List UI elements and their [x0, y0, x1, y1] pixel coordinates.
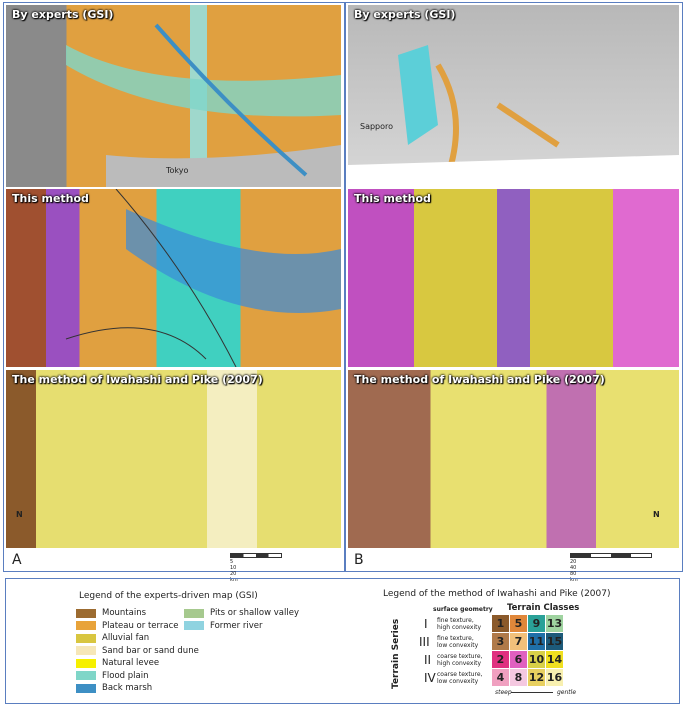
- series-desc: coarse texture,: [437, 653, 483, 660]
- scale-bar: 051020km: [230, 553, 290, 583]
- gentle-label: gentle: [557, 689, 577, 696]
- legend-box: Legend of the experts-driven map (GSI) L…: [5, 578, 680, 704]
- legend-item: Plateau or terrace: [76, 621, 178, 631]
- legend-label: Sand bar or sand dune: [102, 645, 199, 656]
- legend-item: Pits or shallow valley: [184, 608, 299, 618]
- legend-label: Back marsh: [102, 683, 153, 693]
- panel-letter: A: [12, 552, 22, 568]
- city-label: Sapporo: [360, 122, 394, 131]
- terrain-class: 16: [546, 669, 563, 686]
- legend-swatch: [76, 646, 96, 655]
- legend-label: Natural levee: [102, 658, 160, 668]
- scale-label: 20: [570, 559, 577, 565]
- series-desc: high convexity: [437, 624, 482, 631]
- map-panel: The method of Iwahashi and Pike (2007) N: [348, 370, 679, 548]
- legend-item: Flood plain: [76, 671, 148, 681]
- series-label: III: [419, 635, 430, 649]
- terrain-class: 15: [546, 633, 563, 650]
- legend-label: Pits or shallow valley: [210, 608, 299, 618]
- legend-swatch: [76, 658, 96, 668]
- north-arrow: N: [653, 510, 660, 519]
- scale-bar: 0204080km: [570, 553, 660, 583]
- panel-title: This method: [12, 192, 89, 205]
- legend-item: Mountains: [76, 608, 146, 618]
- classes-title: Terrain Classes: [507, 603, 580, 613]
- north-arrow: N: [16, 510, 23, 519]
- series-label: IV: [424, 671, 436, 685]
- legend-swatch: [76, 671, 96, 680]
- terrain-class: 7: [510, 633, 527, 650]
- series-desc: fine texture,: [437, 617, 474, 624]
- map-panel: By experts (GSI) Sapporo: [348, 5, 679, 187]
- map-panel: This method: [6, 189, 341, 367]
- legend-label: Plateau or terrace: [102, 620, 179, 631]
- scale-line: [230, 553, 282, 558]
- legend-label: Flood plain: [102, 670, 149, 681]
- terrain-class: 10: [528, 651, 545, 668]
- panel-title: By experts (GSI): [354, 8, 456, 21]
- panel-title: The method of Iwahashi and Pike (2007): [12, 373, 263, 386]
- scale-label: 10: [230, 565, 237, 571]
- legend-item: Former river: [184, 621, 262, 631]
- map-art: [65, 189, 341, 367]
- scale-label: km: [230, 577, 238, 583]
- legend-swatch: [76, 621, 96, 630]
- map-panel: The method of Iwahashi and Pike (2007) N: [6, 370, 341, 548]
- terrain-class: 9: [528, 615, 545, 632]
- series-desc: low convexity: [437, 642, 479, 649]
- legend-swatch: [76, 633, 96, 643]
- terrain-class: 11: [528, 633, 545, 650]
- map-panel: This method: [348, 189, 679, 367]
- series-title: Terrain Series: [391, 618, 401, 689]
- legend-title: Legend of the experts-driven map (GSI): [79, 591, 258, 601]
- terrain-class: 2: [492, 651, 509, 668]
- steep-label: steep: [495, 689, 512, 696]
- arrow-line: [511, 692, 553, 693]
- map-art: [66, 23, 341, 187]
- terrain-class: 6: [510, 651, 527, 668]
- series-desc: low convexity: [437, 678, 479, 685]
- terrain-class: 3: [492, 633, 509, 650]
- legend-swatch: [76, 608, 96, 618]
- legend-label: Alluvial fan: [102, 633, 150, 643]
- scale-label: 20: [230, 571, 237, 577]
- city-label: Tokyo: [166, 166, 189, 175]
- surface-geometry-label: surface geometry: [433, 606, 493, 613]
- legend-label: Former river: [210, 620, 263, 631]
- series-label: I: [424, 617, 428, 631]
- legend-item: Alluvial fan: [76, 633, 149, 643]
- scale-line: [570, 553, 652, 558]
- panel-letter: B: [354, 552, 364, 568]
- legend-item: Back marsh: [76, 683, 152, 693]
- legend-label: Mountains: [102, 608, 147, 618]
- series-desc: fine texture,: [437, 635, 474, 642]
- map-panel: By experts (GSI) Tokyo: [6, 5, 341, 187]
- terrain-class: 1: [492, 615, 509, 632]
- map-art: [348, 45, 679, 187]
- series-label: II: [424, 653, 432, 667]
- panel-title: This method: [354, 192, 431, 205]
- legend-swatch: [76, 683, 96, 693]
- series-desc: coarse texture,: [437, 671, 483, 678]
- legend-swatch: [184, 621, 204, 630]
- terrain-class: 12: [528, 669, 545, 686]
- terrain-class: 4: [492, 669, 509, 686]
- series-desc: high convexity: [437, 660, 482, 667]
- terrain-class: 8: [510, 669, 527, 686]
- scale-label: 40: [570, 565, 577, 571]
- terrain-class: 5: [510, 615, 527, 632]
- scale-label: 80: [570, 571, 577, 577]
- panel-title: The method of Iwahashi and Pike (2007): [354, 373, 605, 386]
- legend-item: Natural levee: [76, 658, 159, 668]
- legend-item: Sand bar or sand dune: [76, 646, 199, 656]
- legend-title: Legend of the method of Iwahashi and Pik…: [383, 589, 611, 599]
- terrain-class: 14: [546, 651, 563, 668]
- legend-swatch: [184, 608, 204, 618]
- scale-label: 5: [230, 559, 234, 565]
- panel-title: By experts (GSI): [12, 8, 114, 21]
- terrain-class: 13: [546, 615, 563, 632]
- scale-label: km: [570, 577, 578, 583]
